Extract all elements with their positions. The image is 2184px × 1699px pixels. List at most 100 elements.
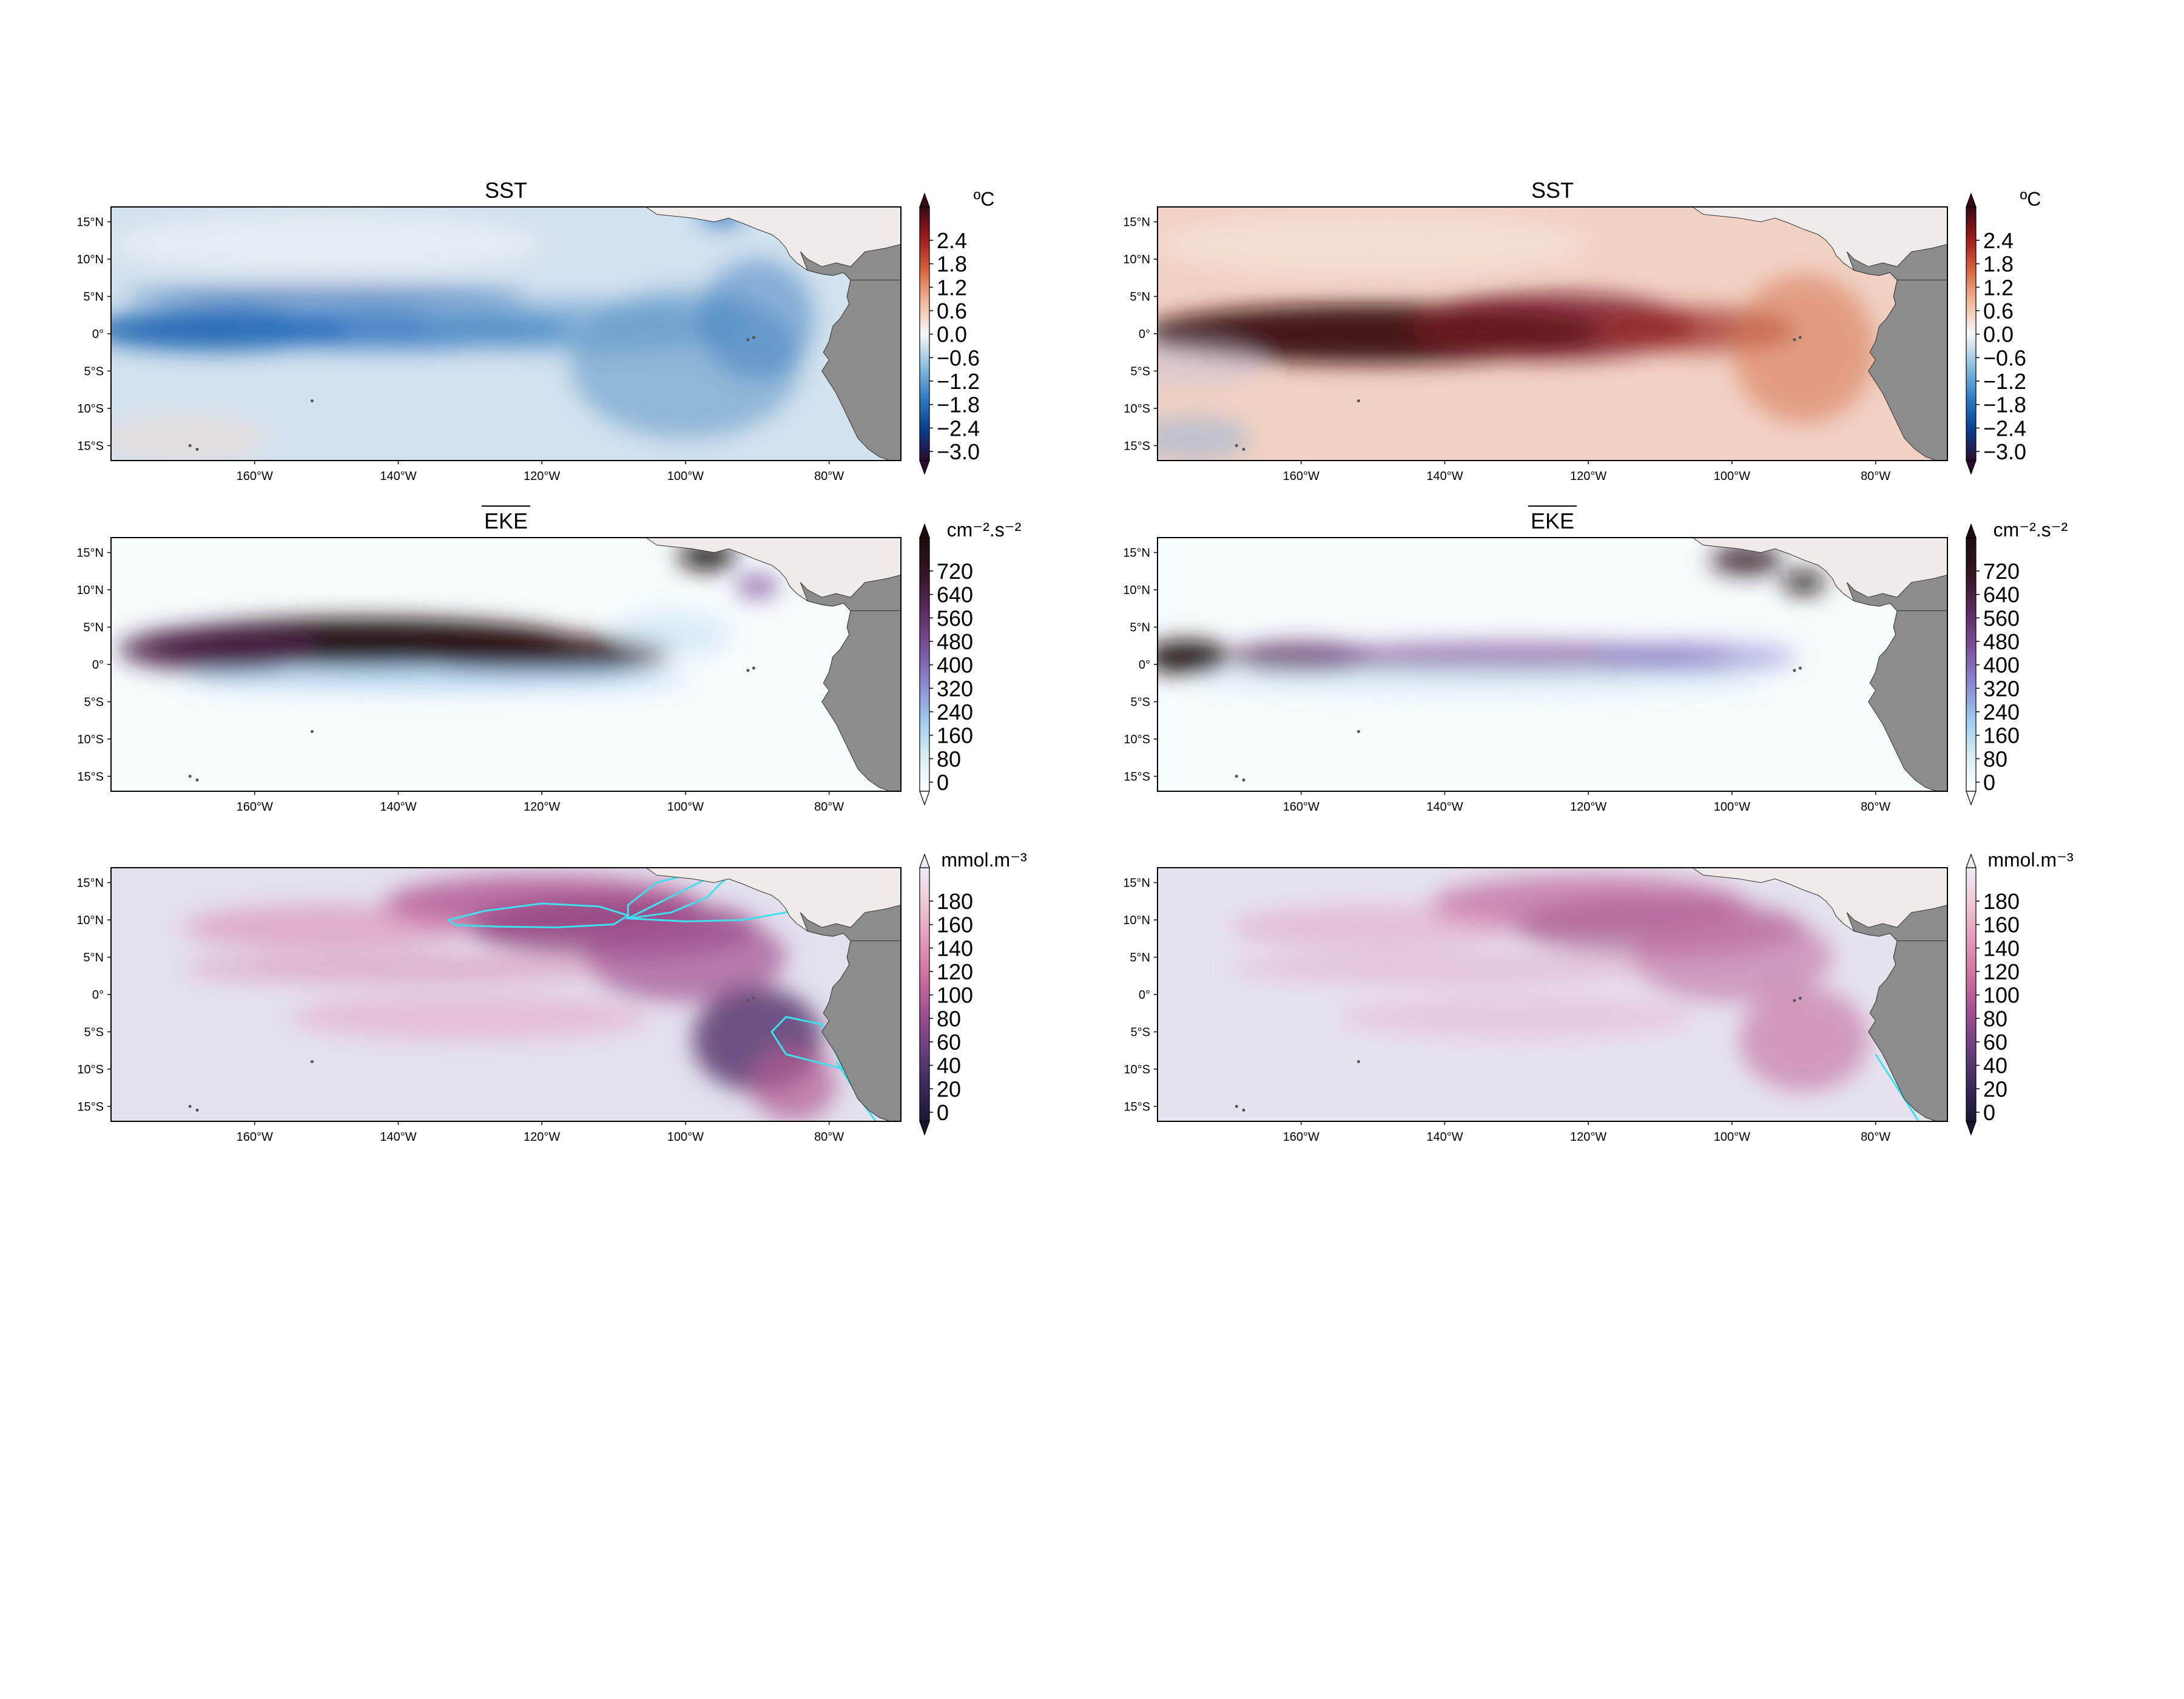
panel-title: EKE [484, 508, 528, 533]
colorbar-tick-label: 80 [1983, 746, 2007, 771]
lon-tick-label: 80°W [1861, 470, 1890, 483]
colorbar-tick-label: 320 [937, 676, 973, 701]
lat-tick-label: 15°S [1124, 770, 1150, 783]
island [195, 1109, 199, 1112]
lon-tick-label: 160°W [1283, 800, 1320, 814]
island [1235, 1104, 1238, 1108]
colorbar-gradient [919, 537, 930, 792]
colorbar-tick-label: 180 [1983, 889, 2020, 914]
land-south-america [821, 280, 901, 461]
field-feature [1158, 214, 1589, 274]
lon-tick-label: 160°W [1283, 470, 1320, 483]
colorbar-sst: 2.41.81.20.60.0−0.6−1.2−1.8−2.4−3.0 ºC [1966, 188, 2041, 475]
omz-contour [770, 1016, 846, 1071]
colorbar-tick-label: 20 [937, 1076, 961, 1101]
lon-tick-label: 100°W [1714, 470, 1750, 483]
colorbar-tick-label: 480 [1983, 629, 2020, 654]
colorbar-tick-label: 1.8 [937, 252, 967, 277]
omz-contour [446, 902, 630, 928]
lat-tick-label: 10°N [1123, 253, 1150, 266]
field-feature [290, 995, 650, 1039]
colorbar-tick-label: 1.2 [1983, 275, 2014, 300]
lon-tick-label: 80°W [814, 470, 844, 483]
panel-title: SST [485, 178, 527, 203]
map-panel-eke-left: 160°W 140°W 120°W 100°W 80°W 15°N 10°N 5°N 0° 5°S… [76, 505, 1022, 814]
island [1798, 996, 1802, 1000]
colorbar-tick-label: 60 [937, 1030, 961, 1055]
lat-tick-label: 15°N [76, 216, 104, 229]
field-feature [111, 416, 269, 461]
colorbar-tick-label: −1.8 [937, 393, 980, 417]
field-feature [183, 953, 614, 984]
lat-tick-label: 5°S [1131, 365, 1150, 378]
island [188, 1104, 192, 1108]
field-feature [1596, 642, 1797, 672]
field-feature [1336, 995, 1696, 1039]
colorbar-unit: mmol.m⁻³ [1987, 849, 2074, 871]
lat-tick-label: 15°S [77, 1100, 104, 1113]
colorbar-unit: cm⁻².s⁻² [1994, 519, 2068, 541]
island [1242, 779, 1245, 782]
lat-tick-label: 0° [92, 658, 104, 672]
island [195, 448, 199, 451]
colorbar-tick-label: 560 [1983, 606, 2020, 630]
lat-tick-label: 5°S [84, 1025, 104, 1039]
field-feature [735, 575, 779, 598]
lon-tick-label: 160°W [1283, 1130, 1320, 1144]
island [746, 338, 750, 342]
lon-tick-label: 80°W [1861, 800, 1890, 814]
island [1357, 1060, 1360, 1064]
lat-tick-label: 5°N [83, 951, 104, 965]
colorbar-tick-label: 80 [937, 1006, 961, 1031]
lat-tick-label: 0° [92, 988, 104, 1002]
lat-tick-label: 10°S [77, 1063, 104, 1076]
lon-tick-label: 140°W [1426, 470, 1463, 483]
field-feature [1158, 341, 1266, 387]
lon-tick-label: 120°W [524, 800, 560, 814]
lat-tick-label: 10°S [77, 733, 104, 746]
field-feature [699, 259, 815, 379]
island [752, 996, 755, 1000]
colorbar-tick-label: 320 [1983, 676, 2020, 701]
colorbar-tick-label: −3.0 [937, 439, 980, 464]
lat-tick-label: 15°N [76, 547, 104, 560]
colorbar-extend-max [1966, 523, 1977, 538]
colorbar-tick-label: −3.0 [1983, 439, 2026, 464]
field-feature [1731, 274, 1876, 424]
lat-tick-label: 5°S [84, 695, 104, 709]
lat-tick-label: 10°S [1124, 733, 1150, 746]
colorbar-tick-label: 720 [937, 559, 973, 584]
field-feature [1158, 640, 1230, 674]
lon-tick-label: 120°W [1570, 1130, 1606, 1144]
land-south-america [821, 610, 901, 791]
colorbar-tick-label: 120 [1983, 959, 2020, 984]
lat-tick-label: 10°N [76, 584, 104, 597]
lon-tick-label: 160°W [237, 470, 273, 483]
land-colombia [800, 243, 901, 280]
lat-tick-label: 0° [1139, 328, 1150, 341]
colorbar-gradient [919, 867, 930, 1122]
colorbar-extend-min [1966, 1121, 1977, 1136]
colorbar-tick-label: 0.6 [937, 299, 967, 323]
lon-tick-label: 80°W [814, 1130, 844, 1144]
lat-tick-label: 0° [92, 328, 104, 341]
colorbar-tick-label: 400 [937, 653, 973, 678]
lon-tick-label: 140°W [1426, 1130, 1463, 1144]
colorbar-tick-label: 100 [1983, 983, 2020, 1008]
land-south-america [1868, 610, 1947, 791]
island [310, 1060, 314, 1064]
lon-tick-label: 120°W [1570, 470, 1606, 483]
colorbar-extend-max [919, 192, 930, 208]
island [1793, 338, 1796, 342]
lat-tick-label: 5°N [1130, 621, 1150, 635]
field-feature [183, 666, 686, 689]
map-panel-eke-right: 160°W 140°W 120°W 100°W 80°W 15°N 10°N 5°N 0° 5°S… [1123, 505, 2068, 814]
lon-tick-label: 80°W [814, 800, 844, 814]
field-feature [613, 612, 729, 657]
colorbar-unit: cm⁻².s⁻² [947, 519, 1022, 541]
panel-title: EKE [1531, 508, 1574, 533]
lon-tick-label: 140°W [380, 470, 416, 483]
field-feature [1782, 571, 1825, 594]
field-feature [1229, 905, 1517, 950]
colorbar-unit: mmol.m⁻³ [941, 849, 1027, 871]
